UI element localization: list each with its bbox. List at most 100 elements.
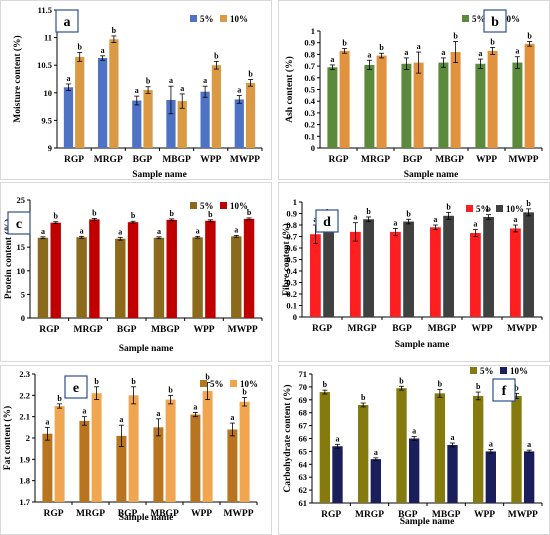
legend-label: 5% [200,201,214,211]
y-axis-title: Fat content (%) [2,406,13,470]
significance-letter: a [330,55,334,64]
bar-5pct [510,228,521,317]
significance-letter: a [119,415,123,424]
x-tick-label: MBGP [162,155,191,165]
bar-5pct [76,237,87,318]
significance-letter: a [45,417,49,426]
significance-letter: b [342,39,347,48]
bar-10pct [523,212,534,317]
bar-5pct [430,227,441,317]
legend-label: 10% [230,201,248,211]
y-tick-label: 0.6 [286,243,297,253]
bar-5pct [42,433,53,502]
x-tick-label: MBGP [432,510,461,520]
significance-letter: a [80,226,84,235]
significance-letter: a [41,227,45,236]
significance-letter: b [94,377,99,386]
panel-d: 00.10.20.30.40.50.60.70.80.91RGPabMRGPab… [278,182,550,362]
x-tick-label: MWPP [228,325,258,335]
bar-5pct [234,99,244,148]
x-axis-title: Sample name [132,170,187,180]
panel-badge-label: a [64,15,71,30]
bar-10pct [485,451,496,503]
legend-label: 5% [210,379,224,389]
x-tick-label: WPP [191,509,212,519]
significance-letter: b [366,207,371,216]
x-axis-title: Sample name [119,513,174,523]
y-tick-label: 0 [293,312,297,322]
y-tick-label: 66 [299,434,308,444]
legend-label: 5% [480,366,494,376]
significance-letter: a [513,215,517,224]
significance-letter: a [335,434,339,443]
y-tick-label: 0.2 [304,120,315,130]
significance-letter: b [168,385,173,394]
y-tick-label: 2.3 [19,369,30,379]
x-tick-label: RGP [321,510,341,520]
bar-5pct [512,62,523,149]
significance-letter: a [515,47,519,56]
significance-letter: b [323,380,328,389]
significance-letter: a [489,439,493,448]
y-tick-label: 1.8 [19,476,30,486]
bar-10pct [403,221,414,317]
significance-letter: a [367,50,371,59]
significance-letter: a [450,433,454,442]
bar-5pct [116,435,127,502]
bar-10pct [376,55,387,148]
significance-letter: b [361,393,366,402]
bar-5pct [132,100,142,148]
y-tick-label: 10.5 [37,60,52,70]
bar-10pct [339,50,350,148]
y-tick-label: 9 [48,143,52,153]
y-tick-label: 67 [299,421,308,431]
x-tick-label: BGP [133,155,153,165]
significance-letter: a [412,427,416,436]
legend-swatch [462,15,469,22]
y-axis-title: Fibre content (%) [281,223,292,296]
x-tick-label: MBGP [151,325,180,335]
legend-swatch [190,202,197,209]
significance-letter: b [77,43,82,52]
y-tick-label: 1.7 [19,497,30,507]
legend-swatch [190,15,197,22]
x-tick-label: MRGP [355,510,384,520]
x-tick-label: MWPP [508,510,538,520]
bar-10pct [211,65,221,148]
significance-letter: a [374,448,378,457]
y-tick-label: 0.6 [304,73,315,83]
significance-letter: a [353,213,357,222]
bar-5pct [227,429,238,502]
legend-label: 5% [476,204,490,214]
x-tick-label: WPP [200,155,221,165]
significance-letter: b [490,37,495,46]
y-tick-label: 68 [299,408,308,418]
x-tick-label: BGP [403,155,423,165]
x-tick-label: RGP [64,155,84,165]
bar-5pct [190,414,201,502]
y-tick-label: 63 [299,472,308,482]
significance-letter: a [203,76,207,85]
significance-letter: b [112,26,117,35]
bar-10pct [487,50,498,148]
significance-letter: a [101,46,105,55]
significance-letter: b [399,376,404,385]
y-tick-label: 2.2 [19,390,30,400]
y-tick-label: 11 [44,33,52,43]
bar-5pct [192,237,203,318]
bar-10pct [202,391,213,502]
significance-letter: a [237,86,241,95]
significance-letter: b [446,202,451,211]
x-tick-label: MWPP [507,324,537,334]
y-tick-label: 0.8 [304,49,315,59]
y-tick-label: 0 [311,143,315,153]
legend-label: 10% [230,14,248,24]
bar-5pct [115,238,126,318]
y-tick-label: 71 [299,369,308,379]
x-tick-label: RGP [43,509,63,519]
legend-swatch [220,202,227,209]
significance-letter: a [527,440,531,449]
y-tick-label: 0.1 [304,131,315,141]
bar-5pct [390,231,401,317]
